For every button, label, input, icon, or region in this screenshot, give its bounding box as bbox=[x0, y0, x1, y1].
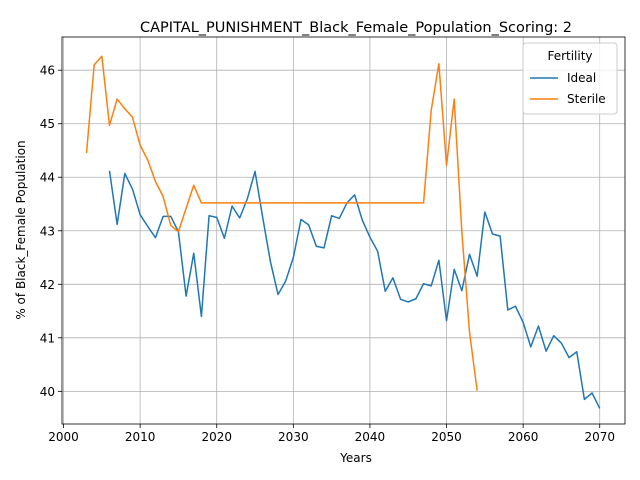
y-axis-ticks: 40 41 42 43 44 45 46 bbox=[40, 64, 62, 399]
y-tick-label: 42 bbox=[40, 278, 55, 292]
grid bbox=[62, 37, 625, 424]
x-tick-label: 2050 bbox=[431, 430, 462, 444]
y-tick-label: 41 bbox=[40, 331, 55, 345]
chart-title: CAPITAL_PUNISHMENT_Black_Female_Populati… bbox=[140, 20, 572, 36]
x-tick-label: 2060 bbox=[508, 430, 539, 444]
x-axis-label: Years bbox=[339, 451, 372, 465]
x-tick-label: 2040 bbox=[355, 430, 386, 444]
x-tick-label: 2070 bbox=[584, 430, 615, 444]
x-tick-label: 2020 bbox=[201, 430, 232, 444]
y-tick-label: 46 bbox=[40, 64, 55, 78]
y-axis-label: % of Black_Female Population bbox=[14, 140, 28, 319]
x-tick-label: 2030 bbox=[278, 430, 309, 444]
x-axis-ticks: 2000 2010 2020 2030 2040 2050 2060 2070 bbox=[48, 424, 615, 444]
x-tick-label: 2010 bbox=[125, 430, 156, 444]
y-tick-label: 44 bbox=[40, 171, 55, 185]
legend-box bbox=[522, 42, 618, 115]
y-tick-label: 40 bbox=[40, 385, 55, 399]
legend-title: Fertility bbox=[547, 49, 592, 63]
legend: Fertility Ideal Sterile bbox=[522, 42, 618, 115]
series-line-ideal bbox=[108, 170, 601, 409]
x-tick-label: 2000 bbox=[48, 430, 79, 444]
series-lines bbox=[85, 55, 601, 409]
series-line-sterile bbox=[85, 55, 478, 391]
legend-label-sterile: Sterile bbox=[567, 92, 606, 106]
y-tick-label: 45 bbox=[40, 117, 55, 131]
y-tick-label: 43 bbox=[40, 224, 55, 238]
legend-label-ideal: Ideal bbox=[567, 71, 596, 85]
